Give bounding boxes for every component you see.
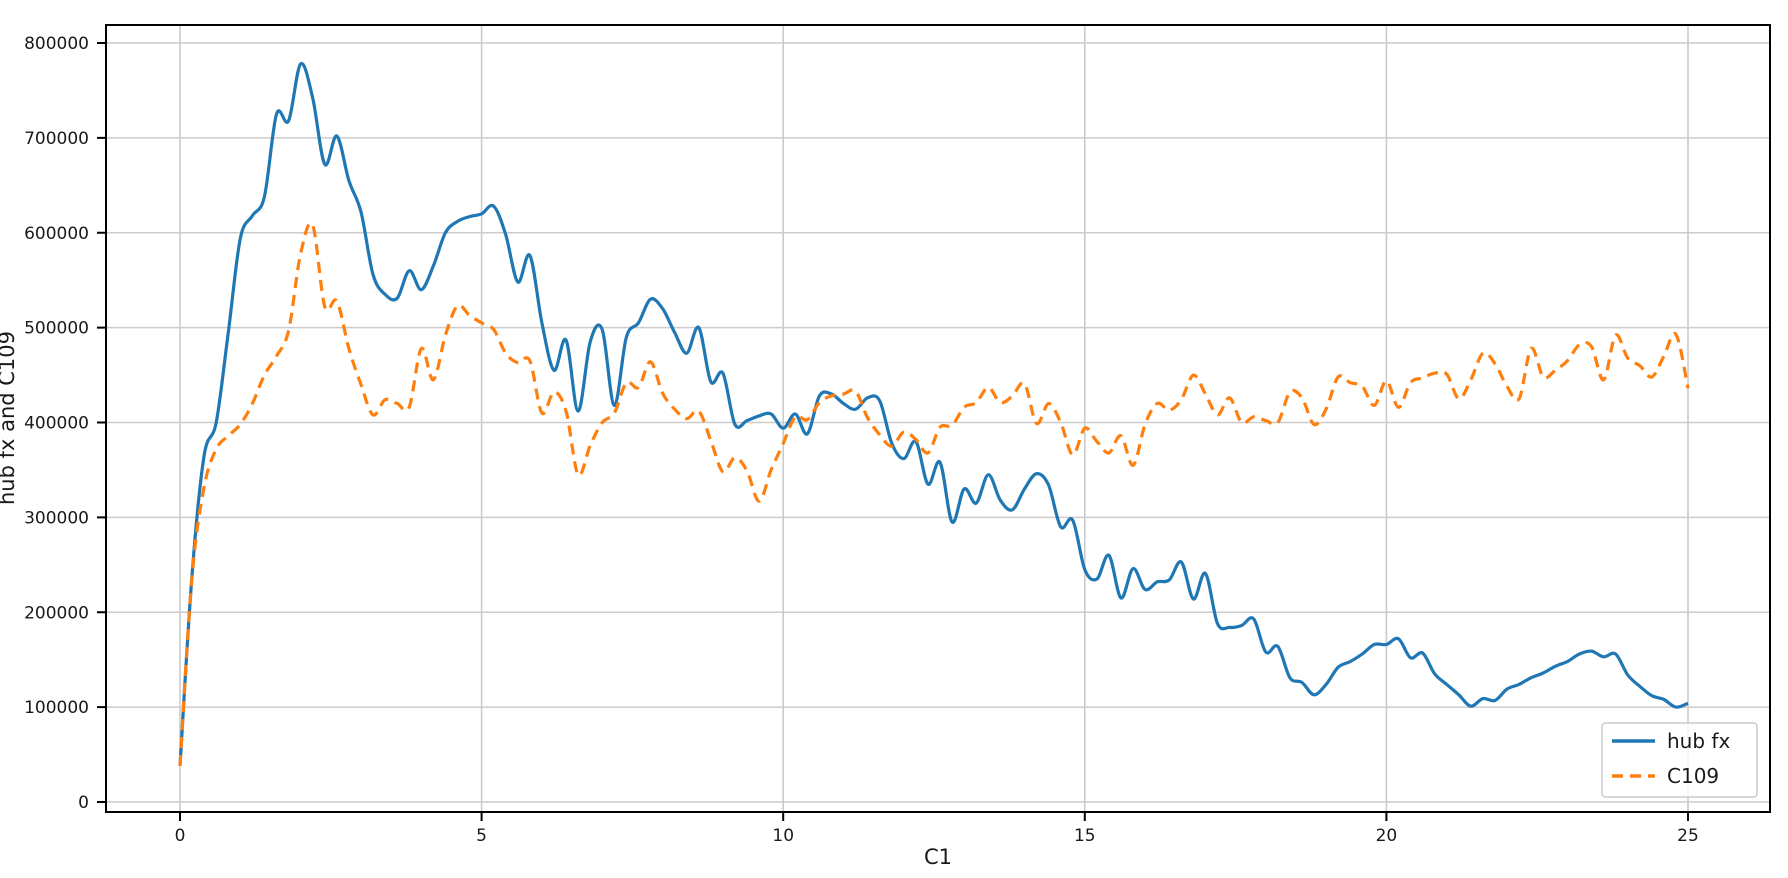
y-tick-label: 200000: [24, 603, 89, 623]
y-tick-label: 800000: [24, 34, 89, 54]
y-tick-label: 100000: [24, 698, 89, 718]
x-tick-label: 0: [175, 826, 186, 846]
y-tick-label: 600000: [24, 224, 89, 244]
x-axis-label: C1: [924, 845, 952, 869]
y-tick-label: 0: [78, 793, 89, 813]
plot-border: [105, 24, 1771, 813]
series-line-hub-fx: [178, 61, 1689, 767]
x-tick-label: 5: [476, 826, 487, 846]
y-tick-label: 500000: [24, 319, 89, 339]
x-tick-label: 15: [1074, 826, 1096, 846]
series-line-C109: [178, 221, 1690, 767]
y-tick-label: 700000: [24, 129, 89, 149]
legend: hub fx C109: [1601, 722, 1758, 798]
legend-label-c109: C109: [1667, 764, 1719, 788]
axes-ticks: 0 5 10 15 20 25 0 100000 200000 300000 400000 50000…: [24, 34, 1699, 846]
gridlines: [106, 25, 1770, 812]
y-tick-label: 400000: [24, 414, 89, 434]
x-tick-label: 10: [772, 826, 794, 846]
legend-label-hub-fx: hub fx: [1667, 729, 1730, 753]
x-tick-label: 25: [1677, 826, 1699, 846]
series-lines: [178, 61, 1690, 767]
y-axis-label: hub fx and C109: [0, 331, 19, 505]
y-tick-label: 300000: [24, 508, 89, 528]
x-tick-label: 20: [1376, 826, 1398, 846]
